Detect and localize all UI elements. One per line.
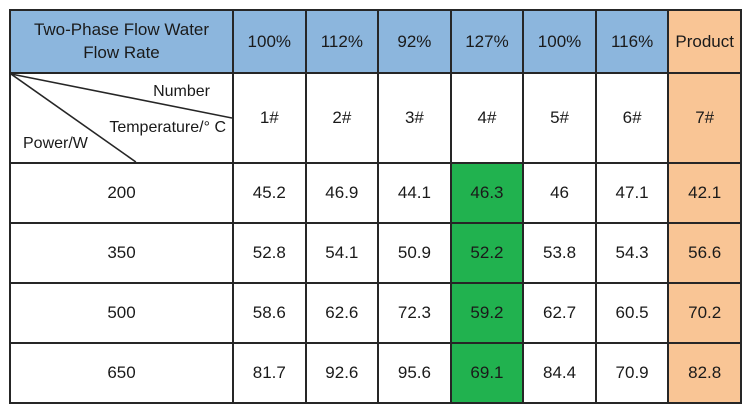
number-cell-1: 1#: [232, 72, 307, 164]
power-cell: 500: [9, 282, 234, 344]
diagonal-lines: [12, 75, 231, 161]
power-cell: 200: [9, 162, 234, 224]
value-cell: 52.8: [232, 222, 307, 284]
flow-rate-header-3: 92%: [377, 9, 452, 74]
value-cell: 54.3: [594, 222, 670, 284]
table-title-line2: Flow Rate: [83, 42, 160, 62]
value-cell-product: 56.6: [667, 222, 742, 284]
value-cell: 54.1: [304, 222, 380, 284]
diagonal-label-power: Power/W: [23, 135, 88, 152]
value-cell: 62.7: [522, 282, 597, 344]
flow-rate-header-5: 100%: [522, 9, 597, 74]
flow-rate-header-2: 112%: [304, 9, 380, 74]
diagonal-label-number: Number: [153, 83, 210, 100]
data-row-500: 500 58.6 62.6 72.3 59.2 62.7 60.5 70.2: [9, 282, 742, 344]
value-cell-highlight-green: 46.3: [449, 162, 525, 224]
value-cell: 92.6: [304, 342, 380, 404]
product-header-cell: Product: [667, 9, 742, 74]
value-cell: 84.4: [522, 342, 597, 404]
value-cell: 95.6: [377, 342, 452, 404]
number-cell-3: 3#: [377, 72, 452, 164]
value-cell: 72.3: [377, 282, 452, 344]
value-cell-highlight-green: 59.2: [449, 282, 525, 344]
data-row-650: 650 81.7 92.6 95.6 69.1 84.4 70.9 82.8: [9, 342, 742, 404]
value-cell-product: 82.8: [667, 342, 742, 404]
value-cell: 46: [522, 162, 597, 224]
flow-rate-header-6: 116%: [594, 9, 670, 74]
value-cell: 53.8: [522, 222, 597, 284]
number-row: Number Temperature/° C Power/W 1# 2# 3# …: [9, 72, 742, 164]
two-phase-flow-table: Two-Phase Flow Water Flow Rate 100% 112%…: [9, 9, 742, 404]
value-cell: 44.1: [377, 162, 452, 224]
power-cell: 650: [9, 342, 234, 404]
data-row-200: 200 45.2 46.9 44.1 46.3 46 47.1 42.1: [9, 162, 742, 224]
header-row: Two-Phase Flow Water Flow Rate 100% 112%…: [9, 9, 742, 74]
value-cell-product: 42.1: [667, 162, 742, 224]
value-cell: 70.9: [594, 342, 670, 404]
value-cell: 50.9: [377, 222, 452, 284]
flow-rate-header-1: 100%: [232, 9, 307, 74]
value-cell: 58.6: [232, 282, 307, 344]
value-cell-product: 70.2: [667, 282, 742, 344]
data-row-350: 350 52.8 54.1 50.9 52.2 53.8 54.3 56.6: [9, 222, 742, 284]
number-cell-4: 4#: [449, 72, 525, 164]
value-cell: 47.1: [594, 162, 670, 224]
value-cell: 46.9: [304, 162, 380, 224]
table-title-line1: Two-Phase Flow Water: [33, 19, 210, 39]
flow-rate-header-4: 127%: [449, 9, 525, 74]
number-cell-6: 6#: [594, 72, 670, 164]
value-cell: 62.6: [304, 282, 380, 344]
value-cell-highlight-green: 69.1: [449, 342, 525, 404]
value-cell: 81.7: [232, 342, 307, 404]
diagonal-label-temperature: Temperature/° C: [109, 119, 226, 136]
value-cell: 60.5: [594, 282, 670, 344]
number-cell-5: 5#: [522, 72, 597, 164]
number-cell-7: 7#: [667, 72, 742, 164]
number-cell-2: 2#: [304, 72, 380, 164]
diagonal-header-cell: Number Temperature/° C Power/W: [9, 72, 234, 164]
power-cell: 350: [9, 222, 234, 284]
table-title-cell: Two-Phase Flow Water Flow Rate: [9, 9, 234, 74]
value-cell: 45.2: [232, 162, 307, 224]
value-cell-highlight-green: 52.2: [449, 222, 525, 284]
